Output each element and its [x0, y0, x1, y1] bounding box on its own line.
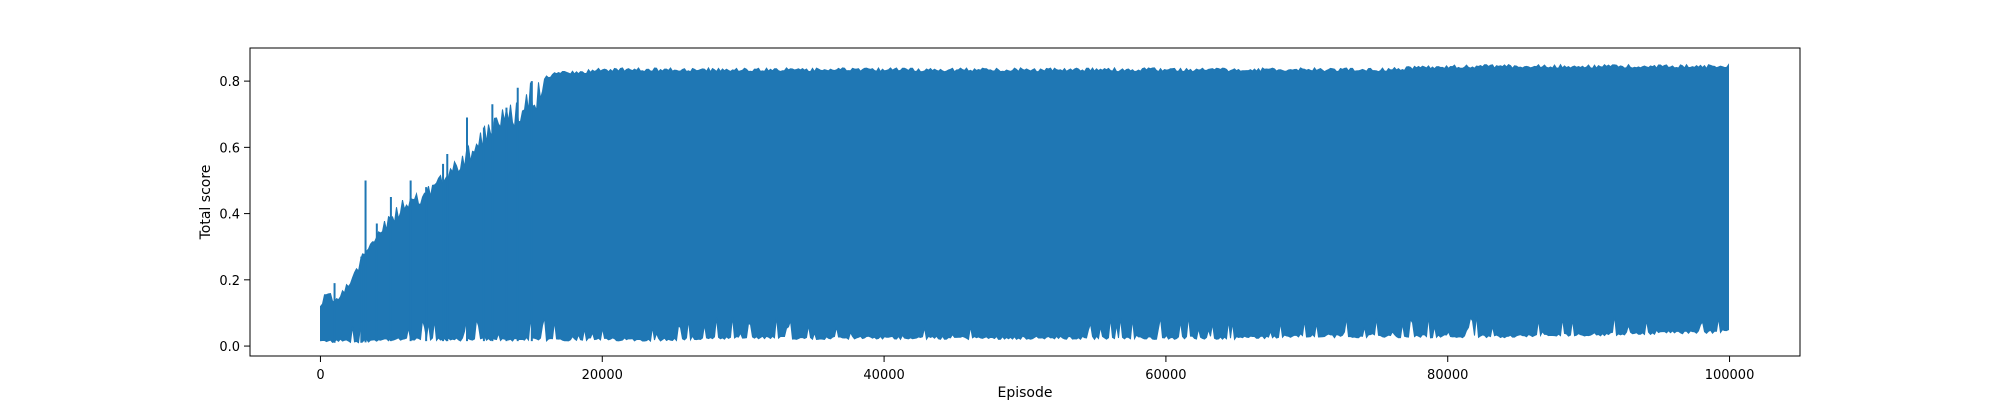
x-axis-label: Episode — [998, 385, 1053, 400]
axes-frame — [249, 47, 1801, 357]
x-tick-label: 0 — [316, 368, 324, 383]
plot-area — [320, 63, 1729, 344]
y-axis: 0.0 0.2 0.4 0.6 0.8 — [219, 75, 250, 355]
series-envelope — [320, 63, 1729, 344]
y-axis-label: Total score — [198, 165, 214, 241]
y-tick-label: 0.6 — [219, 141, 240, 156]
x-tick-label: 60000 — [1145, 368, 1186, 383]
y-tick-label: 0.4 — [219, 208, 240, 223]
x-tick-label: 20000 — [582, 368, 623, 383]
x-tick-label: 80000 — [1427, 368, 1468, 383]
y-tick-label: 0.2 — [219, 274, 240, 289]
y-tick-label: 0.0 — [219, 340, 240, 355]
x-tick-label: 100000 — [1705, 368, 1755, 383]
x-tick-label: 40000 — [863, 368, 904, 383]
x-axis: 0 20000 40000 60000 80000 100000 — [316, 356, 1754, 383]
y-tick-label: 0.8 — [219, 75, 240, 90]
